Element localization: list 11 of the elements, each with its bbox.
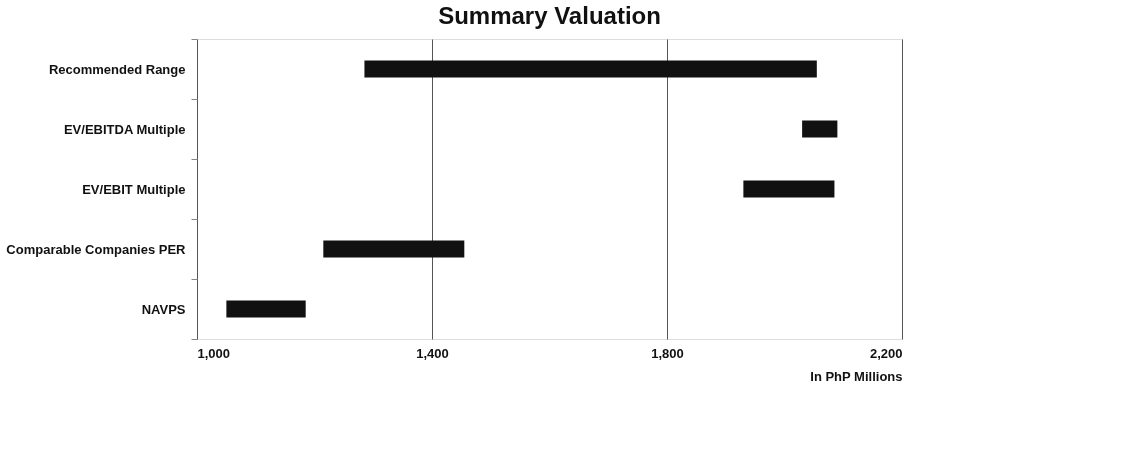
y-tick-label: EV/EBITDA Multiple bbox=[63, 121, 186, 137]
x-axis-title: In PhP Millions bbox=[810, 368, 903, 384]
chart-title: Summary Valuation bbox=[438, 2, 661, 29]
y-tick-label: Comparable Companies PER bbox=[6, 241, 187, 257]
x-tick-label: 1,800 bbox=[651, 345, 684, 361]
x-tick-label: 2,200 bbox=[869, 345, 903, 361]
y-tick-label: EV/EBIT Multiple bbox=[82, 181, 186, 197]
y-tick-label: NAVPS bbox=[141, 301, 186, 317]
y-tick-label: Recommended Range bbox=[48, 61, 186, 77]
x-tick-label: 1,000 bbox=[197, 345, 231, 361]
x-tick-label: 1,400 bbox=[416, 345, 449, 361]
